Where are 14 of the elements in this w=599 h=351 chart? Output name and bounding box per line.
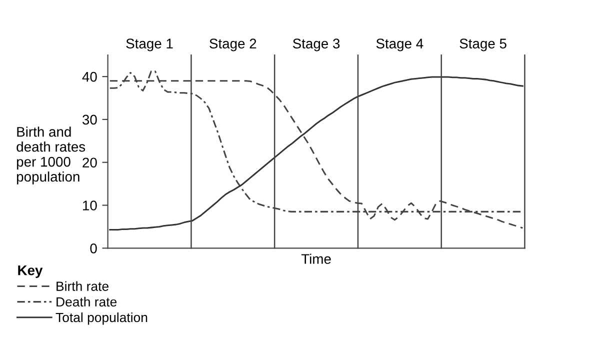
- y-tick-label: 10: [83, 200, 97, 210]
- text: Stage 1: [126, 38, 173, 52]
- text: Stage 2: [210, 38, 256, 52]
- text: Stage 4: [376, 38, 424, 52]
- legend-label: Birth rate: [56, 281, 108, 291]
- y-tick-label: 30: [82, 114, 97, 125]
- text: Stage 5: [460, 38, 506, 52]
- y-tick-label: 40: [82, 72, 97, 82]
- y-tick-label: 0: [90, 243, 97, 254]
- legend-label: Total population: [56, 312, 148, 325]
- legend-label: Death rate: [56, 296, 117, 307]
- legend-title: Key: [18, 266, 43, 278]
- x-axis-title: Time: [301, 254, 331, 264]
- text: Stage 3: [292, 38, 340, 52]
